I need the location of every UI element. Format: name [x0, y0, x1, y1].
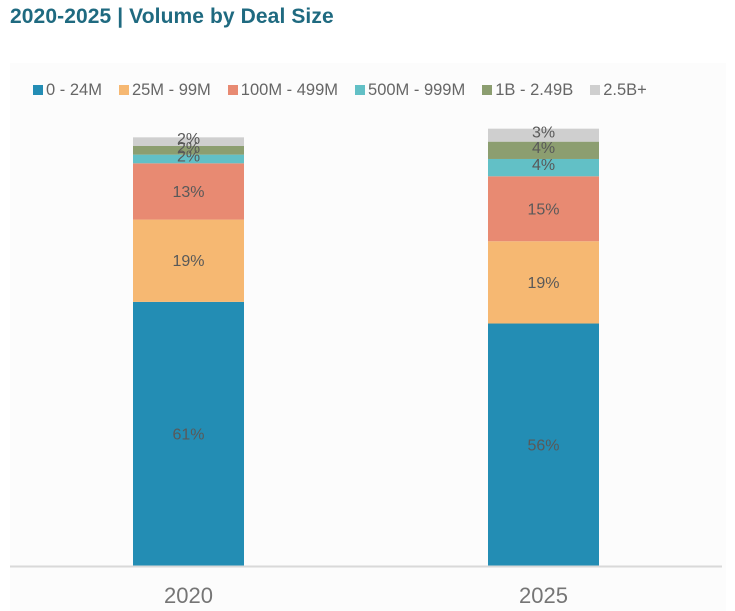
data-label: 2% [177, 140, 200, 157]
legend: 0 - 24M 25M - 99M 100M - 499M 500M - 999… [33, 79, 664, 101]
data-label: 2% [177, 131, 200, 148]
legend-label: 1B - 2.49B [495, 80, 574, 99]
legend-item: 500M - 999M [355, 81, 465, 100]
bar-segment [488, 128, 599, 142]
legend-item: 25M - 99M [118, 80, 211, 100]
legend-item: 1B - 2.49B [482, 81, 573, 100]
data-label: 61% [172, 426, 204, 443]
legend-swatch [33, 85, 43, 95]
legend-label: 0 - 24M [46, 80, 102, 99]
bar-segment [133, 301, 244, 566]
legend-swatch [118, 85, 129, 95]
data-label: 13% [172, 184, 204, 201]
data-label: 4% [532, 140, 555, 157]
legend-item: 100M - 499M [227, 80, 339, 100]
bar-segment [133, 137, 244, 146]
bar-segment [488, 241, 599, 324]
bar-segment [488, 323, 599, 566]
chart-panel [10, 63, 726, 611]
legend-label: 100M - 499M [240, 80, 339, 99]
bar-segment [133, 219, 244, 302]
bar-segment [488, 158, 599, 177]
legend-swatch [355, 85, 366, 95]
legend-label: 25M - 99M [131, 80, 211, 99]
bars-group: 61%19%13%2%2%2%56%19%15%4%4%3% [133, 125, 599, 566]
data-label: 2% [177, 148, 200, 165]
bar-segment [488, 176, 599, 242]
legend-item: 2.5B+ [590, 81, 647, 100]
legend-swatch [227, 85, 238, 95]
legend-item: 0 - 24M [33, 81, 102, 100]
legend-label: 2.5B+ [603, 80, 647, 99]
data-label: 4% [532, 157, 555, 174]
x-tick-label: 2025 [519, 583, 568, 608]
data-label: 19% [172, 253, 204, 270]
legend-swatch [482, 85, 493, 95]
category-labels: 2020 2025 [164, 583, 568, 608]
x-tick-label: 2020 [164, 583, 213, 608]
data-label: 19% [527, 275, 559, 292]
data-label: 3% [532, 125, 555, 142]
legend-swatch [590, 85, 601, 95]
bar-segment [133, 154, 244, 164]
bar-segment [488, 141, 599, 159]
legend-label: 500M - 999M [368, 80, 466, 99]
bar-segment [133, 163, 244, 220]
bar-segment [133, 145, 244, 155]
data-label: 15% [527, 201, 559, 218]
chart-title: 2020-2025 | Volume by Deal Size [10, 5, 334, 28]
data-label: 56% [527, 437, 559, 454]
